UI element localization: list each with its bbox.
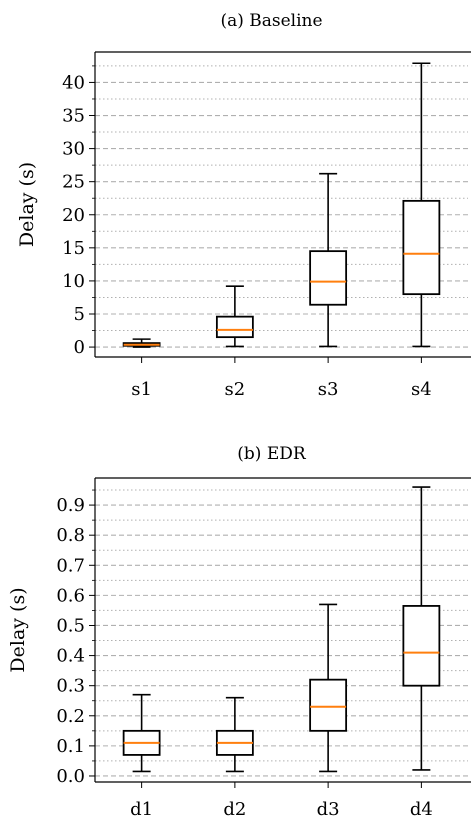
x-tick-label: d3	[317, 799, 340, 820]
x-tick-label: s2	[225, 379, 246, 400]
y-tick-label: 40	[62, 72, 85, 93]
y-axis-label: Delay (s)	[7, 587, 29, 672]
y-tick-label: 25	[62, 172, 85, 193]
box-d1	[122, 693, 161, 773]
chart-panel-1: (a) Baseline 0 5 10 15 20 25 30 35 40 Delay (s) s1 s…	[16, 11, 471, 400]
iqr-box	[215, 315, 254, 339]
y-tick-label: 0.8	[56, 525, 85, 546]
y-tick-label: 0.1	[56, 736, 85, 757]
x-tick-label: d4	[410, 799, 433, 820]
x-tick-label: d1	[130, 799, 153, 820]
box-s2	[215, 285, 254, 348]
y-tick-label: 0.9	[56, 495, 85, 516]
y-tick-label: 0.4	[56, 646, 85, 667]
chart-title: (a) Baseline	[220, 11, 322, 31]
y-tick-label: 0.3	[56, 676, 85, 697]
box-s4	[402, 62, 441, 348]
x-tick-label: s3	[318, 379, 339, 400]
box-d3	[309, 603, 348, 773]
box-d4	[402, 486, 441, 771]
y-tick-label: 0.5	[56, 615, 85, 636]
y-tick-label: 0.6	[56, 585, 85, 606]
box-s1	[122, 338, 161, 348]
iqr-box	[402, 199, 441, 296]
y-tick-label: 5	[74, 304, 85, 325]
y-tick-label: 15	[62, 238, 85, 259]
y-tick-label: 30	[62, 139, 85, 160]
y-axis-label: Delay (s)	[16, 162, 38, 247]
y-tick-label: 0	[74, 337, 85, 358]
iqr-box	[309, 678, 348, 732]
box-d2	[215, 696, 254, 773]
x-tick-label: d2	[223, 799, 246, 820]
box-s3	[309, 172, 348, 348]
chart-panel-2: (b) EDR 0.0 0.1 0.2 0.3 0.4 0.5 0.6 0.7 0.8 0.9 Del…	[7, 444, 471, 820]
iqr-box	[309, 250, 348, 306]
y-tick-label: 10	[62, 271, 85, 292]
y-tick-label: 20	[62, 205, 85, 226]
y-tick-label: 0.7	[56, 555, 85, 576]
y-tick-label: 0.2	[56, 706, 85, 727]
y-tick-label: 0.0	[56, 766, 85, 787]
y-tick-label: 35	[62, 106, 85, 127]
iqr-box	[402, 605, 441, 687]
chart-title: (b) EDR	[237, 444, 307, 464]
x-tick-label: s4	[411, 379, 432, 400]
x-tick-label: s1	[131, 379, 152, 400]
